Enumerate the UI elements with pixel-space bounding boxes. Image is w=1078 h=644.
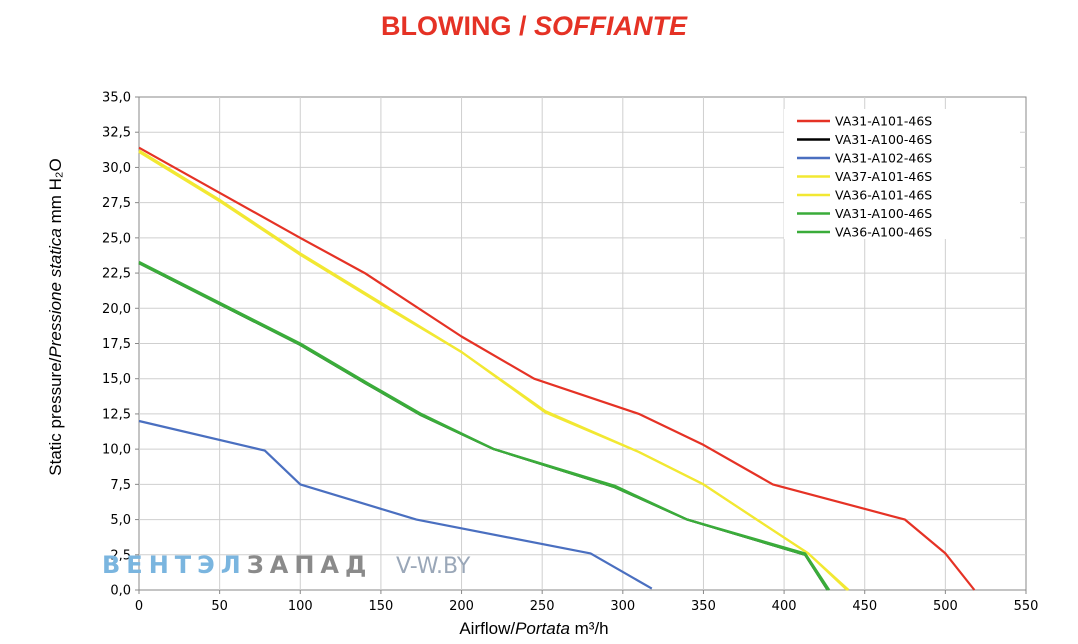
y-tick-labels: 0,0 2,5 5,0 7,5 10,0 12,5 15,0 17,5 20,0 22,5 25,0… bbox=[102, 91, 131, 599]
y-tick-label: 12,5 bbox=[102, 407, 131, 422]
legend-entry: VA31-A102-46S bbox=[835, 151, 932, 166]
legend: VA31-A101-46S VA31-A100-46S VA31-A102-46S V… bbox=[784, 109, 1020, 240]
x-tick-label: 250 bbox=[530, 599, 555, 614]
x-tick-label: 100 bbox=[288, 599, 313, 614]
x-tick-label: 500 bbox=[933, 599, 958, 614]
legend-entry: VA31-A100-46S bbox=[835, 206, 932, 221]
y-tick-label: 0,0 bbox=[110, 584, 131, 599]
chart-title: BLOWING / SOFFIANTE bbox=[381, 11, 688, 41]
y-tick-label: 27,5 bbox=[102, 196, 131, 211]
series-line-va36-a101-46s bbox=[138, 149, 848, 591]
y-tick-label: 30,0 bbox=[102, 161, 131, 176]
series-line-va31-a102-46s bbox=[138, 419, 653, 590]
x-tick-label: 0 bbox=[135, 599, 143, 614]
x-tick-label: 450 bbox=[852, 599, 877, 614]
y-tick-label: 5,0 bbox=[110, 513, 131, 528]
y-tick-label: 35,0 bbox=[102, 91, 131, 106]
y-tick-label: 22,5 bbox=[102, 267, 131, 282]
series-line-va36-a100-46s bbox=[138, 260, 831, 591]
x-axis-label: Airflow/Portata m³/h bbox=[459, 619, 608, 638]
watermark-site: V-W.BY bbox=[396, 554, 471, 579]
x-tick-labels: 0 50 100 150 200 250 300 350 400 450 500 550 bbox=[135, 599, 1039, 614]
y-tick-label: 7,5 bbox=[110, 478, 131, 493]
legend-entry: VA31-A100-46S bbox=[835, 132, 932, 147]
x-tick-label: 50 bbox=[211, 599, 228, 614]
y-tick-label: 20,0 bbox=[102, 302, 131, 317]
x-tick-label: 200 bbox=[449, 599, 474, 614]
y-tick-label: 10,0 bbox=[102, 443, 131, 458]
series-line-va31-a101-46s bbox=[138, 146, 976, 591]
x-tick-label: 550 bbox=[1014, 599, 1039, 614]
x-tick-label: 350 bbox=[691, 599, 716, 614]
y-tick-label: 17,5 bbox=[102, 337, 131, 352]
legend-entry: VA36-A100-46S bbox=[835, 225, 932, 240]
legend-box bbox=[784, 109, 1020, 239]
legend-entry: VA36-A101-46S bbox=[835, 188, 932, 203]
series-lines bbox=[138, 146, 976, 591]
legend-entry: VA31-A101-46S bbox=[835, 114, 932, 129]
x-tick-label: 150 bbox=[368, 599, 393, 614]
y-tick-label: 32,5 bbox=[102, 126, 131, 141]
x-tick-label: 300 bbox=[610, 599, 635, 614]
legend-entry: VA37-A101-46S bbox=[835, 169, 932, 184]
watermark: ВЕНТЭЛЗАПАД V-W.BY bbox=[102, 551, 471, 579]
x-tick-label: 400 bbox=[772, 599, 797, 614]
watermark-brand: ВЕНТЭЛЗАПАД bbox=[102, 551, 372, 579]
y-tick-label: 25,0 bbox=[102, 231, 131, 246]
y-tick-label: 15,0 bbox=[102, 372, 131, 387]
y-axis-label: Static pressure/Pressione statica mm H₂O bbox=[46, 158, 65, 475]
y-tick-label: 2,5 bbox=[110, 548, 131, 563]
